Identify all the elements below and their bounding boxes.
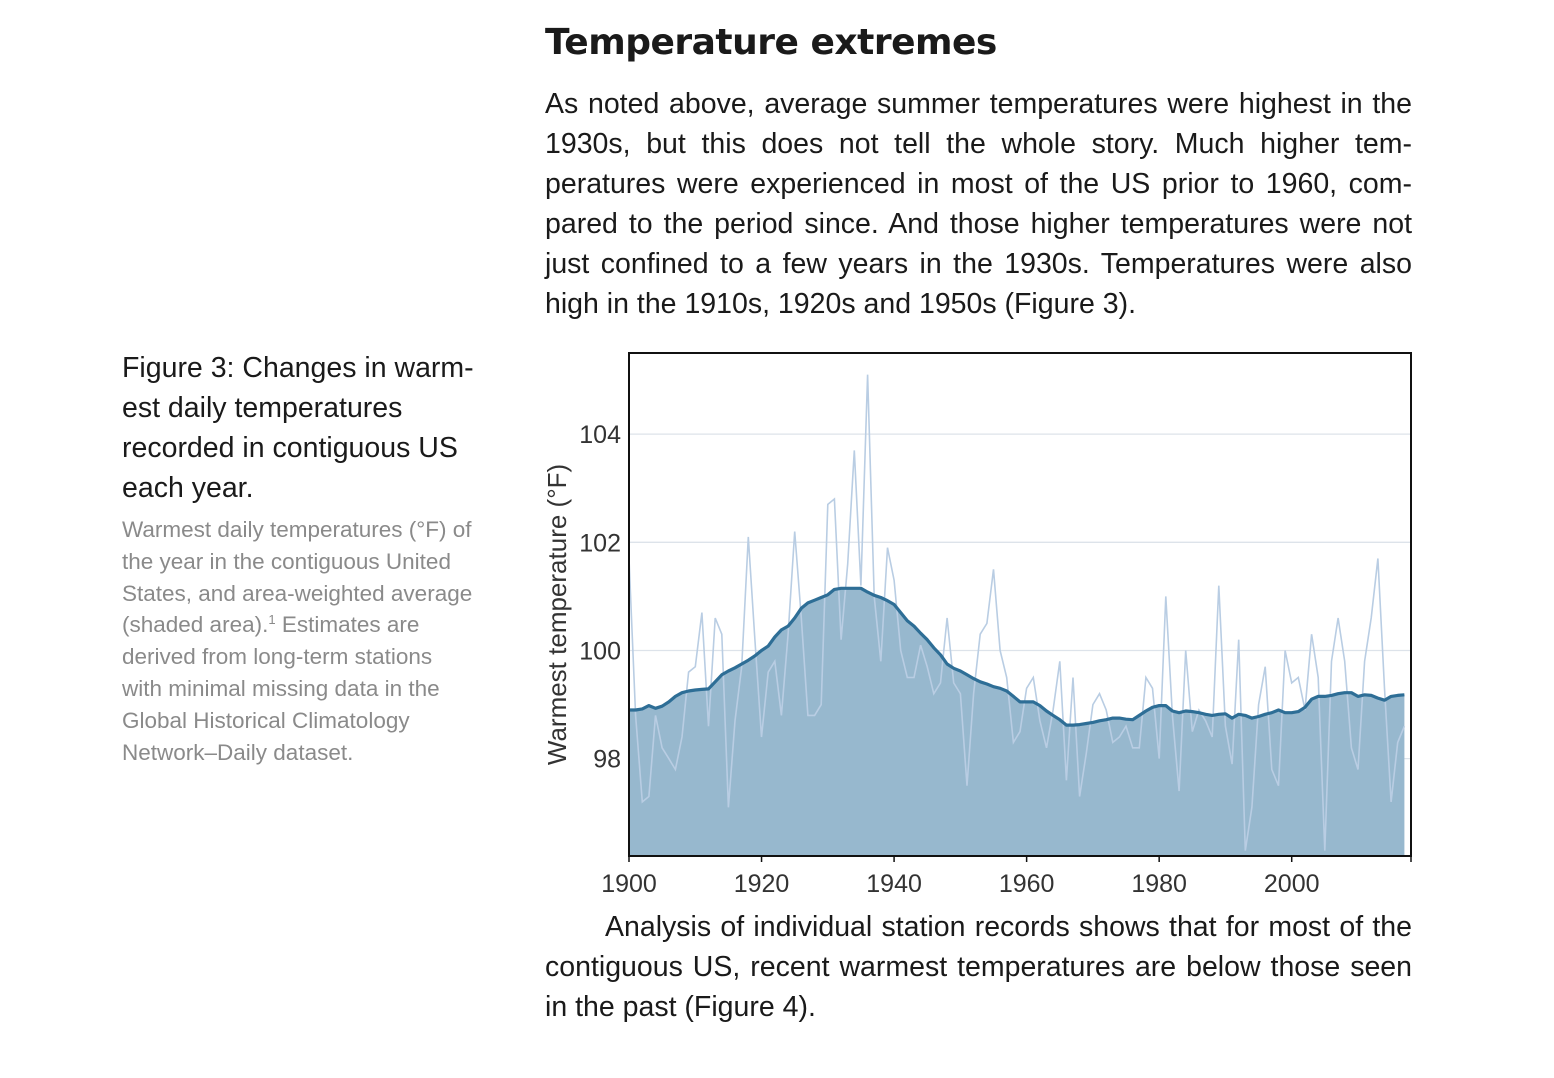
figure-caption-title: Figure 3: Changes in warm­est daily temp… — [122, 352, 474, 504]
intro-paragraph: As noted above, average summer temperatu… — [545, 88, 1412, 320]
x-tick-label-2000: 2000 — [1264, 870, 1320, 898]
caption-text-after-note: Estimates are derived from long-term sta… — [122, 612, 440, 765]
average-series-line — [629, 586, 1405, 727]
x-tick-label-1940: 1940 — [866, 870, 922, 898]
warmest-temperature-chart: 1900 1920 1940 1960 1980 2000 98 100 102 104 War… — [540, 345, 1420, 900]
followup-paragraph: Analysis of individual station records s… — [545, 911, 1412, 1023]
footnote-marker[interactable]: 1 — [268, 612, 276, 628]
x-tick-label-1900: 1900 — [601, 870, 657, 898]
annual-series-line — [628, 374, 1406, 851]
average-area-fill — [629, 588, 1405, 856]
chart-svg: 1900 1920 1940 1960 1980 2000 98 100 102 104 War… — [542, 352, 1412, 898]
x-axis: 1900 1920 1940 1960 1980 2000 — [601, 856, 1412, 898]
y-tick-label-104: 104 — [579, 421, 621, 449]
y-axis: 98 100 102 104 — [579, 421, 621, 774]
y-tick-label-100: 100 — [579, 637, 621, 665]
section-heading: Temperature extremes — [545, 22, 997, 63]
y-tick-label-98: 98 — [593, 746, 621, 774]
figure-caption-description: Warmest daily temperatures (°F) of the y… — [122, 514, 478, 768]
x-tick-label-1980: 1980 — [1131, 870, 1187, 898]
y-axis-title: Warmest temperature (°F) — [542, 464, 572, 765]
y-tick-label-102: 102 — [579, 529, 621, 557]
caption-text-before-note: Warmest daily temperatures (°F) of the y… — [122, 517, 473, 638]
x-tick-label-1960: 1960 — [999, 870, 1055, 898]
plot-frame — [628, 352, 1412, 857]
x-tick-label-1920: 1920 — [734, 870, 790, 898]
